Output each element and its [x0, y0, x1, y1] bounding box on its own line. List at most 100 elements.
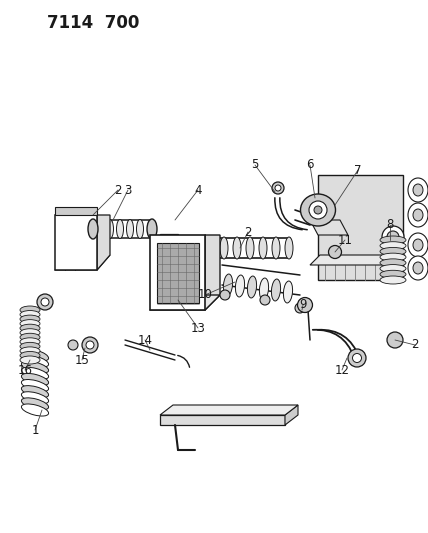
Polygon shape [55, 255, 110, 270]
Ellipse shape [233, 237, 241, 259]
Ellipse shape [220, 290, 230, 300]
Ellipse shape [246, 237, 254, 259]
Ellipse shape [272, 182, 284, 194]
Ellipse shape [21, 355, 49, 367]
Text: 3: 3 [124, 183, 132, 197]
Ellipse shape [314, 206, 322, 214]
Ellipse shape [137, 220, 143, 238]
Ellipse shape [380, 253, 406, 261]
Ellipse shape [88, 219, 98, 239]
Ellipse shape [380, 259, 406, 267]
Ellipse shape [90, 222, 96, 236]
Bar [157, 243, 199, 303]
Polygon shape [310, 220, 348, 235]
Ellipse shape [21, 374, 49, 385]
Ellipse shape [259, 237, 267, 259]
Ellipse shape [247, 276, 256, 298]
Ellipse shape [21, 398, 49, 410]
Ellipse shape [68, 340, 78, 350]
Ellipse shape [20, 320, 40, 328]
Polygon shape [205, 235, 220, 310]
Ellipse shape [21, 361, 49, 373]
Ellipse shape [380, 247, 406, 255]
Ellipse shape [413, 184, 423, 196]
Ellipse shape [20, 333, 40, 341]
Ellipse shape [329, 246, 342, 259]
Text: 2: 2 [411, 338, 419, 351]
Ellipse shape [297, 297, 312, 312]
Text: 4: 4 [194, 183, 202, 197]
Ellipse shape [116, 220, 124, 238]
Ellipse shape [21, 367, 49, 379]
Text: 10: 10 [198, 288, 212, 302]
Ellipse shape [285, 237, 293, 259]
Ellipse shape [20, 356, 40, 364]
Ellipse shape [82, 337, 98, 353]
Text: 11: 11 [338, 233, 353, 246]
Ellipse shape [309, 201, 327, 219]
Text: 13: 13 [190, 321, 205, 335]
Ellipse shape [20, 324, 40, 332]
Ellipse shape [408, 256, 428, 280]
Polygon shape [150, 295, 220, 310]
Ellipse shape [380, 276, 406, 284]
Polygon shape [285, 405, 298, 425]
Ellipse shape [21, 404, 49, 416]
Ellipse shape [301, 302, 309, 309]
Ellipse shape [21, 379, 49, 392]
Ellipse shape [207, 237, 215, 259]
Ellipse shape [353, 353, 362, 362]
Ellipse shape [20, 315, 40, 323]
Text: 2: 2 [244, 225, 252, 238]
Bar [55, 215, 97, 270]
Text: 7: 7 [354, 164, 362, 176]
Polygon shape [160, 415, 285, 425]
Ellipse shape [295, 303, 305, 313]
Ellipse shape [382, 226, 404, 248]
Ellipse shape [194, 237, 202, 259]
Text: 1: 1 [31, 424, 39, 437]
Ellipse shape [86, 341, 94, 349]
Ellipse shape [20, 347, 40, 355]
Ellipse shape [260, 295, 270, 305]
Ellipse shape [107, 220, 113, 238]
Ellipse shape [223, 274, 232, 296]
Text: 15: 15 [74, 353, 89, 367]
Ellipse shape [20, 311, 40, 319]
Ellipse shape [21, 386, 49, 398]
Polygon shape [310, 255, 405, 265]
Text: 16: 16 [18, 364, 33, 376]
Text: 7114  700: 7114 700 [47, 14, 140, 32]
Text: 8: 8 [386, 219, 394, 231]
Ellipse shape [380, 270, 406, 278]
Text: 5: 5 [251, 158, 259, 172]
Ellipse shape [283, 281, 293, 303]
Ellipse shape [408, 203, 428, 227]
Ellipse shape [275, 185, 281, 191]
Ellipse shape [20, 351, 40, 359]
Ellipse shape [272, 237, 280, 259]
Ellipse shape [127, 220, 134, 238]
Ellipse shape [408, 178, 428, 202]
Ellipse shape [387, 332, 403, 348]
Text: 2: 2 [114, 183, 122, 197]
Ellipse shape [413, 239, 423, 251]
Bar [160, 234, 178, 262]
Ellipse shape [21, 349, 49, 361]
Ellipse shape [271, 279, 281, 301]
Ellipse shape [20, 306, 40, 314]
Ellipse shape [235, 275, 244, 297]
Ellipse shape [380, 236, 406, 244]
Ellipse shape [20, 329, 40, 337]
Ellipse shape [387, 231, 399, 243]
Ellipse shape [181, 237, 189, 259]
Ellipse shape [88, 219, 98, 239]
Ellipse shape [413, 262, 423, 274]
Ellipse shape [96, 220, 104, 238]
Ellipse shape [20, 342, 40, 350]
Text: 14: 14 [137, 334, 152, 346]
Ellipse shape [20, 338, 40, 346]
Ellipse shape [41, 298, 49, 306]
Ellipse shape [380, 241, 406, 250]
Ellipse shape [348, 349, 366, 367]
